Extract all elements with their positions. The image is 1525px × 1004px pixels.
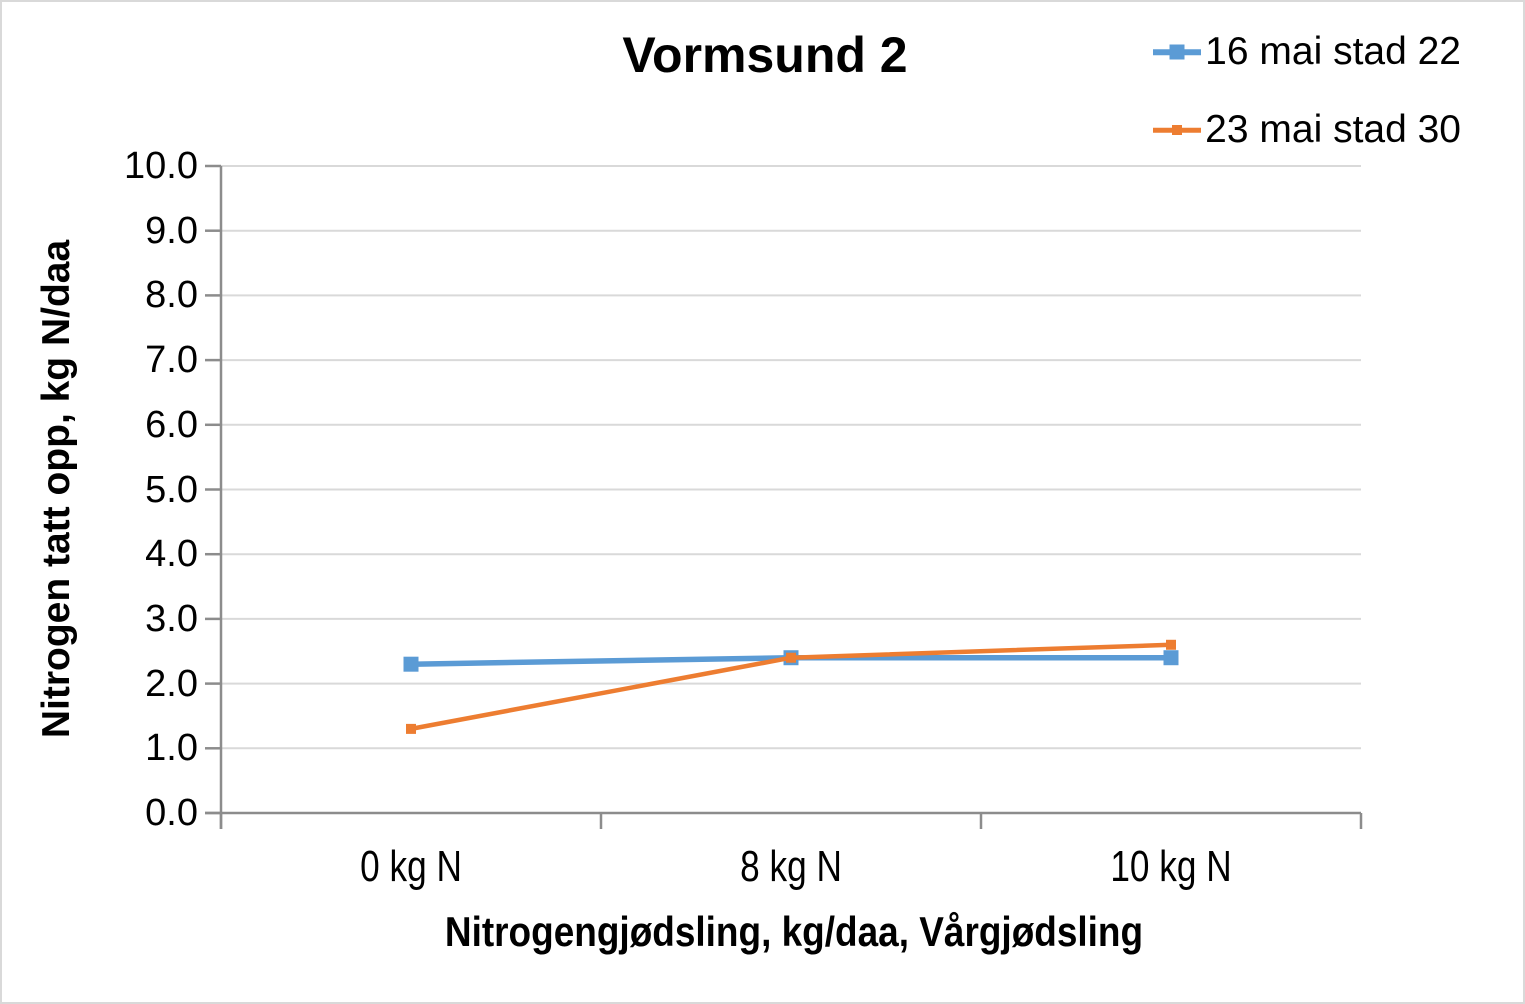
- series-marker-1: [786, 652, 796, 663]
- chart-title: Vormsund 2: [622, 27, 908, 83]
- legend-marker-icon: [1153, 104, 1202, 156]
- legend-square: [1169, 44, 1185, 60]
- y-tick-label: 7.0: [145, 339, 198, 382]
- y-tick-label: 10.0: [124, 145, 198, 187]
- series-marker-1: [1166, 639, 1176, 650]
- series-marker-0: [1163, 650, 1179, 666]
- y-tick-label: 4.0: [145, 533, 198, 576]
- legend-label: 23 mai stad 30: [1205, 108, 1461, 151]
- y-tick-label: 8.0: [145, 274, 198, 317]
- legend-square: [1172, 125, 1183, 135]
- legend-item-1: 23 mai stad 30: [1153, 104, 1461, 156]
- x-axis-title: Nitrogengjødsling, kg/daa, Vårgjødsling: [444, 908, 1144, 955]
- y-tick-label: 1.0: [145, 727, 198, 770]
- y-tick-label: 9.0: [145, 209, 198, 252]
- legend-marker-icon: [1153, 26, 1202, 78]
- series-marker-1: [406, 723, 416, 734]
- legend-item-0: 16 mai stad 22: [1153, 26, 1461, 78]
- series-marker-0: [403, 656, 419, 672]
- chart-legend: 16 mai stad 22 23 mai stad 30: [1153, 26, 1461, 156]
- x-category-label: 10 kg N: [1110, 842, 1232, 891]
- x-category-label: 8 kg N: [740, 842, 842, 891]
- legend-label: 16 mai stad 22: [1205, 30, 1461, 73]
- y-tick-label: 5.0: [145, 468, 198, 511]
- y-tick-label: 6.0: [145, 403, 198, 446]
- y-tick-label: 3.0: [145, 597, 198, 640]
- x-category-label: 0 kg N: [360, 842, 462, 891]
- y-tick-label: 0.0: [145, 792, 198, 834]
- y-tick-label: 2.0: [145, 662, 198, 705]
